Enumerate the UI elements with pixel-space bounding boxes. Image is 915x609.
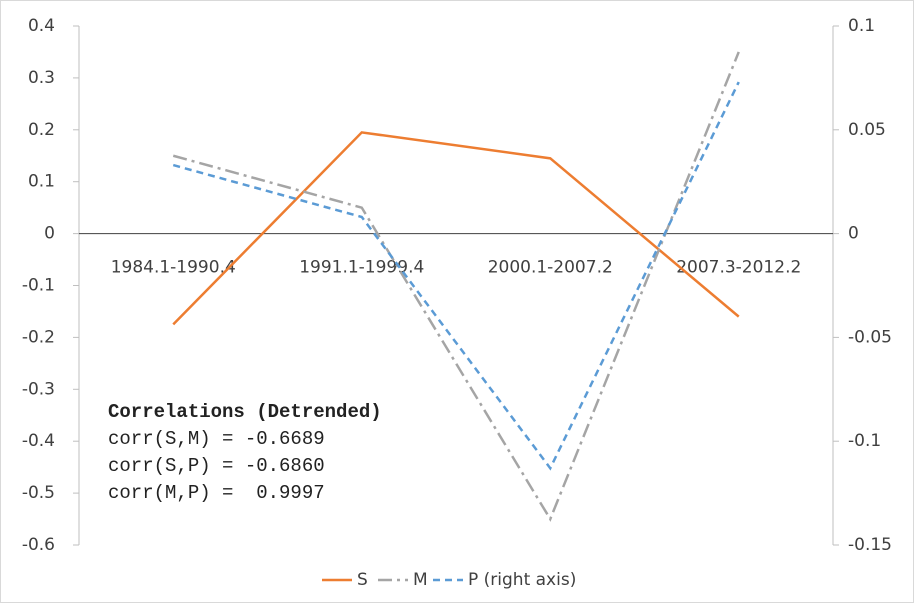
x-tick-label: 1991.1-1999.4 xyxy=(299,258,424,278)
series-line xyxy=(172,51,740,522)
legend-label: P (right axis) xyxy=(468,570,576,590)
x-tick-label: 2000.1-2007.2 xyxy=(488,258,613,278)
y-tick-label: -0.3 xyxy=(22,379,55,399)
legend-label: M xyxy=(413,570,428,590)
y-tick-label: 0.4 xyxy=(28,16,55,36)
y2-tick-label: -0.1 xyxy=(848,431,881,451)
annotation: corr(S,M) = -0.6689 xyxy=(108,428,325,450)
series-line xyxy=(172,131,740,326)
y-tick-label: -0.5 xyxy=(22,483,55,503)
y2-tick-label: 0.05 xyxy=(848,120,886,140)
annotation: Correlations (Detrended) xyxy=(108,401,382,423)
y-tick-label: 0.1 xyxy=(28,172,55,192)
x-tick-label: 2007.3-2012.2 xyxy=(676,258,801,278)
y-tick-label: -0.1 xyxy=(22,276,55,296)
y2-tick-label: -0.15 xyxy=(848,535,892,555)
y2-tick-label: -0.05 xyxy=(848,327,892,347)
y2-tick-label: 0.1 xyxy=(848,16,875,36)
y-tick-label: -0.2 xyxy=(22,327,55,347)
legend-label: S xyxy=(357,570,368,590)
annotation: corr(S,P) = -0.6860 xyxy=(108,455,325,477)
y-tick-label: 0.3 xyxy=(28,68,55,88)
y-tick-label: -0.4 xyxy=(22,431,55,451)
annotation: corr(M,P) = 0.9997 xyxy=(108,482,325,504)
x-tick-label: 1984.1-1990.4 xyxy=(111,258,236,278)
y-tick-label: 0.2 xyxy=(28,120,55,140)
y-tick-label: 0 xyxy=(44,224,55,244)
y-tick-label: -0.6 xyxy=(22,535,55,555)
y2-tick-label: 0 xyxy=(848,224,859,244)
series-line xyxy=(172,81,740,471)
